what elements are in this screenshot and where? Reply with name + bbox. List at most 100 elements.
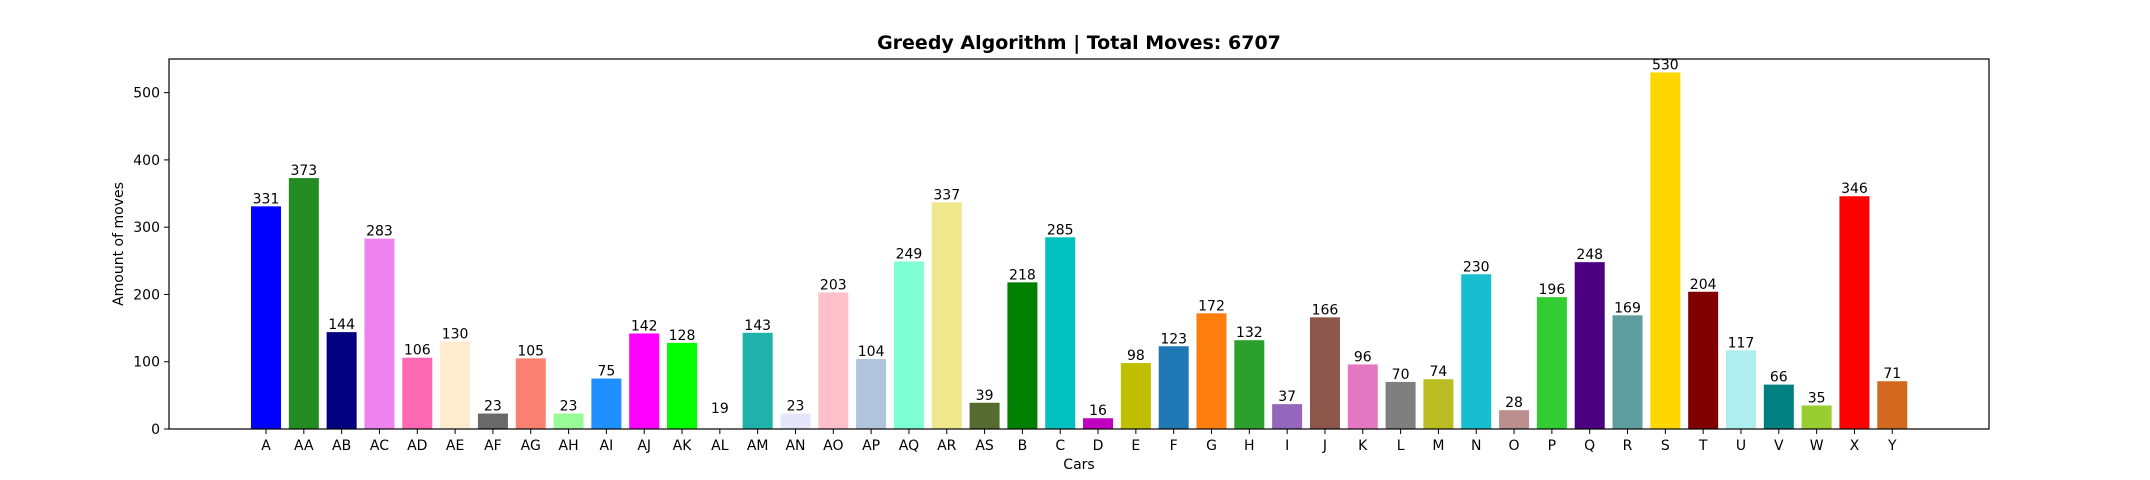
data-label-J: 166 (1312, 302, 1339, 318)
bar-AK (667, 342, 698, 429)
x-tick-label-G: G (1206, 438, 1217, 454)
bar-AG (515, 358, 546, 429)
bar-AA (288, 178, 319, 429)
data-label-V: 66 (1770, 370, 1788, 386)
bar-AP (856, 359, 887, 429)
x-tick-label-J: J (1322, 438, 1327, 454)
bar-C (1045, 237, 1076, 429)
x-tick-label-E: E (1131, 438, 1140, 454)
bar-AM (742, 332, 773, 429)
data-label-AQ: 249 (896, 246, 923, 262)
bar-W (1801, 405, 1832, 429)
x-tick-label-A: A (261, 438, 271, 454)
data-label-AK: 128 (669, 328, 696, 344)
y-tick-label-400: 400 (133, 153, 160, 169)
bar-AE (440, 341, 471, 429)
x-tick-label-Y: Y (1887, 438, 1897, 454)
chart-title: Greedy Algorithm | Total Moves: 6707 (877, 32, 1281, 54)
x-tick-label-L: L (1397, 438, 1405, 454)
data-label-AH: 23 (560, 399, 578, 415)
data-label-W: 35 (1808, 390, 1826, 406)
data-label-AS: 39 (976, 388, 994, 404)
bar-AJ (629, 333, 660, 429)
x-axis-label: Cars (1063, 457, 1094, 473)
x-tick-label-AS: AS (975, 438, 994, 454)
x-tick-label-P: P (1548, 438, 1556, 454)
x-tick-label-AC: AC (370, 438, 389, 454)
y-axis-label: Amount of moves (111, 182, 127, 306)
bar-X (1839, 196, 1870, 429)
data-label-AC: 283 (366, 224, 393, 240)
bar-H (1234, 340, 1265, 429)
bar-AC (364, 238, 395, 429)
data-label-C: 285 (1047, 222, 1074, 238)
x-tick-label-AJ: AJ (637, 438, 651, 454)
x-tick-label-AR: AR (937, 438, 957, 454)
bar-A (251, 206, 281, 429)
bar-AD (402, 357, 433, 429)
data-label-O: 28 (1505, 395, 1523, 411)
x-tick-label-AI: AI (600, 438, 614, 454)
bar-AI (591, 378, 622, 429)
x-tick-label-C: C (1055, 438, 1065, 454)
data-label-AM: 143 (744, 318, 771, 334)
y-tick-label-100: 100 (133, 355, 160, 371)
x-tick-label-AQ: AQ (899, 438, 919, 454)
x-tick-label-AL: AL (711, 438, 729, 454)
data-label-I: 37 (1278, 389, 1296, 405)
bar-AQ (893, 261, 924, 429)
x-tick-label-AP: AP (862, 438, 880, 454)
data-label-A: 331 (253, 191, 280, 207)
data-label-AJ: 142 (631, 318, 658, 334)
data-label-F: 123 (1160, 331, 1187, 347)
x-axis-ticks: A AA AB AC AD AE AF AG AH AI AJ AK AL AM AN AO AP AQ AR AS B… (261, 429, 1897, 454)
data-label-AF: 23 (484, 399, 502, 415)
data-label-L: 70 (1392, 367, 1410, 383)
bar-D (1083, 418, 1114, 429)
data-label-R: 169 (1614, 300, 1641, 316)
data-label-AL: 19 (711, 401, 729, 417)
data-label-K: 96 (1354, 349, 1372, 365)
bar-AR (931, 202, 962, 429)
bar-AL (704, 416, 735, 429)
bar-AS (969, 402, 1000, 429)
data-label-D: 16 (1089, 403, 1107, 419)
x-tick-label-AB: AB (332, 438, 351, 454)
y-tick-label-500: 500 (133, 86, 160, 102)
bar-P (1536, 297, 1567, 429)
bar-M (1423, 379, 1454, 429)
y-tick-label-300: 300 (133, 220, 160, 236)
x-tick-label-F: F (1170, 438, 1178, 454)
plot-frame (168, 58, 1990, 430)
x-tick-label-AG: AG (521, 438, 541, 454)
data-label-U: 117 (1728, 335, 1755, 351)
bar-R (1612, 315, 1643, 429)
y-axis-ticks: 0 100 200 300 400 500 (133, 86, 169, 438)
bar-Q (1574, 262, 1605, 429)
x-tick-label-AE: AE (446, 438, 464, 454)
data-label-S: 530 (1652, 57, 1679, 73)
x-tick-label-K: K (1358, 438, 1368, 454)
x-tick-label-D: D (1093, 438, 1104, 454)
bar-J (1309, 317, 1340, 429)
x-tick-label-B: B (1018, 438, 1028, 454)
bar-AB (326, 332, 357, 429)
x-tick-label-Q: Q (1584, 438, 1595, 454)
data-label-B: 218 (1009, 267, 1036, 283)
bar-O (1499, 410, 1530, 429)
x-tick-label-R: R (1623, 438, 1633, 454)
bar-F (1158, 346, 1189, 429)
bar-AH (553, 413, 584, 429)
data-label-P: 196 (1539, 282, 1566, 298)
bar-U (1725, 350, 1756, 429)
bar-L (1385, 381, 1416, 429)
data-label-G: 172 (1198, 298, 1225, 314)
x-tick-label-AH: AH (559, 438, 579, 454)
x-tick-label-H: H (1244, 438, 1255, 454)
x-tick-label-U: U (1736, 438, 1746, 454)
bar-S (1650, 72, 1681, 429)
data-label-AB: 144 (328, 317, 355, 333)
data-label-Y: 71 (1883, 366, 1901, 382)
bar-K (1347, 364, 1378, 429)
